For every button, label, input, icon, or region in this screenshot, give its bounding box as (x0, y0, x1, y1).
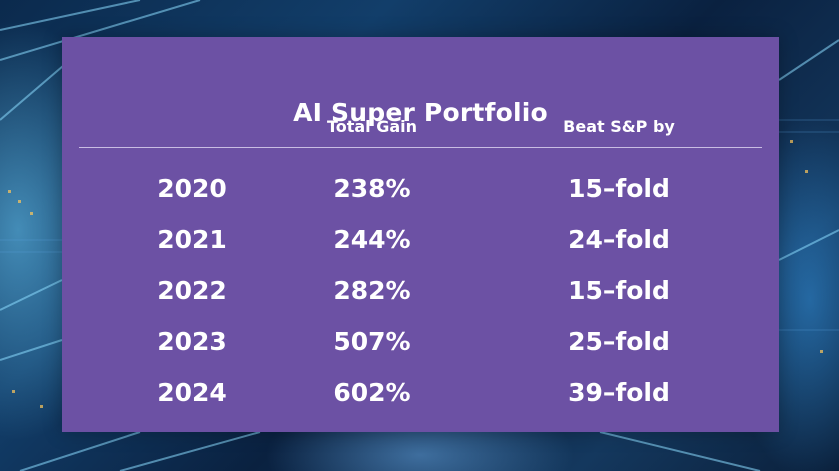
year-cell: 2020 (157, 174, 227, 203)
beat-sp-cell: 24–fold (568, 225, 670, 254)
year-cell: 2022 (157, 276, 227, 305)
total-gain-cell: 602% (333, 378, 411, 407)
table-row: 2023 507% 25–fold (62, 322, 779, 373)
table-rows: 2020 238% 15–fold 2021 244% 24–fold 2022… (62, 169, 779, 424)
beat-sp-cell: 15–fold (568, 276, 670, 305)
beat-sp-cell: 15–fold (568, 174, 670, 203)
beat-sp-cell: 39–fold (568, 378, 670, 407)
table-row: 2022 282% 15–fold (62, 271, 779, 322)
header-divider (79, 147, 762, 148)
year-cell: 2023 (157, 327, 227, 356)
total-gain-cell: 507% (333, 327, 411, 356)
table-row: 2021 244% 24–fold (62, 220, 779, 271)
total-gain-cell: 282% (333, 276, 411, 305)
year-cell: 2021 (157, 225, 227, 254)
total-gain-cell: 238% (333, 174, 411, 203)
table-title: AI Super Portfolio (293, 98, 548, 127)
column-header-beat-sp: Beat S&P by (563, 117, 675, 136)
beat-sp-cell: 25–fold (568, 327, 670, 356)
portfolio-table-panel: AI Super Portfolio Total Gain Beat S&P b… (62, 37, 779, 432)
table-row: 2020 238% 15–fold (62, 169, 779, 220)
table-row: 2024 602% 39–fold (62, 373, 779, 424)
year-cell: 2024 (157, 378, 227, 407)
column-header-total-gain: Total Gain (326, 117, 418, 136)
total-gain-cell: 244% (333, 225, 411, 254)
